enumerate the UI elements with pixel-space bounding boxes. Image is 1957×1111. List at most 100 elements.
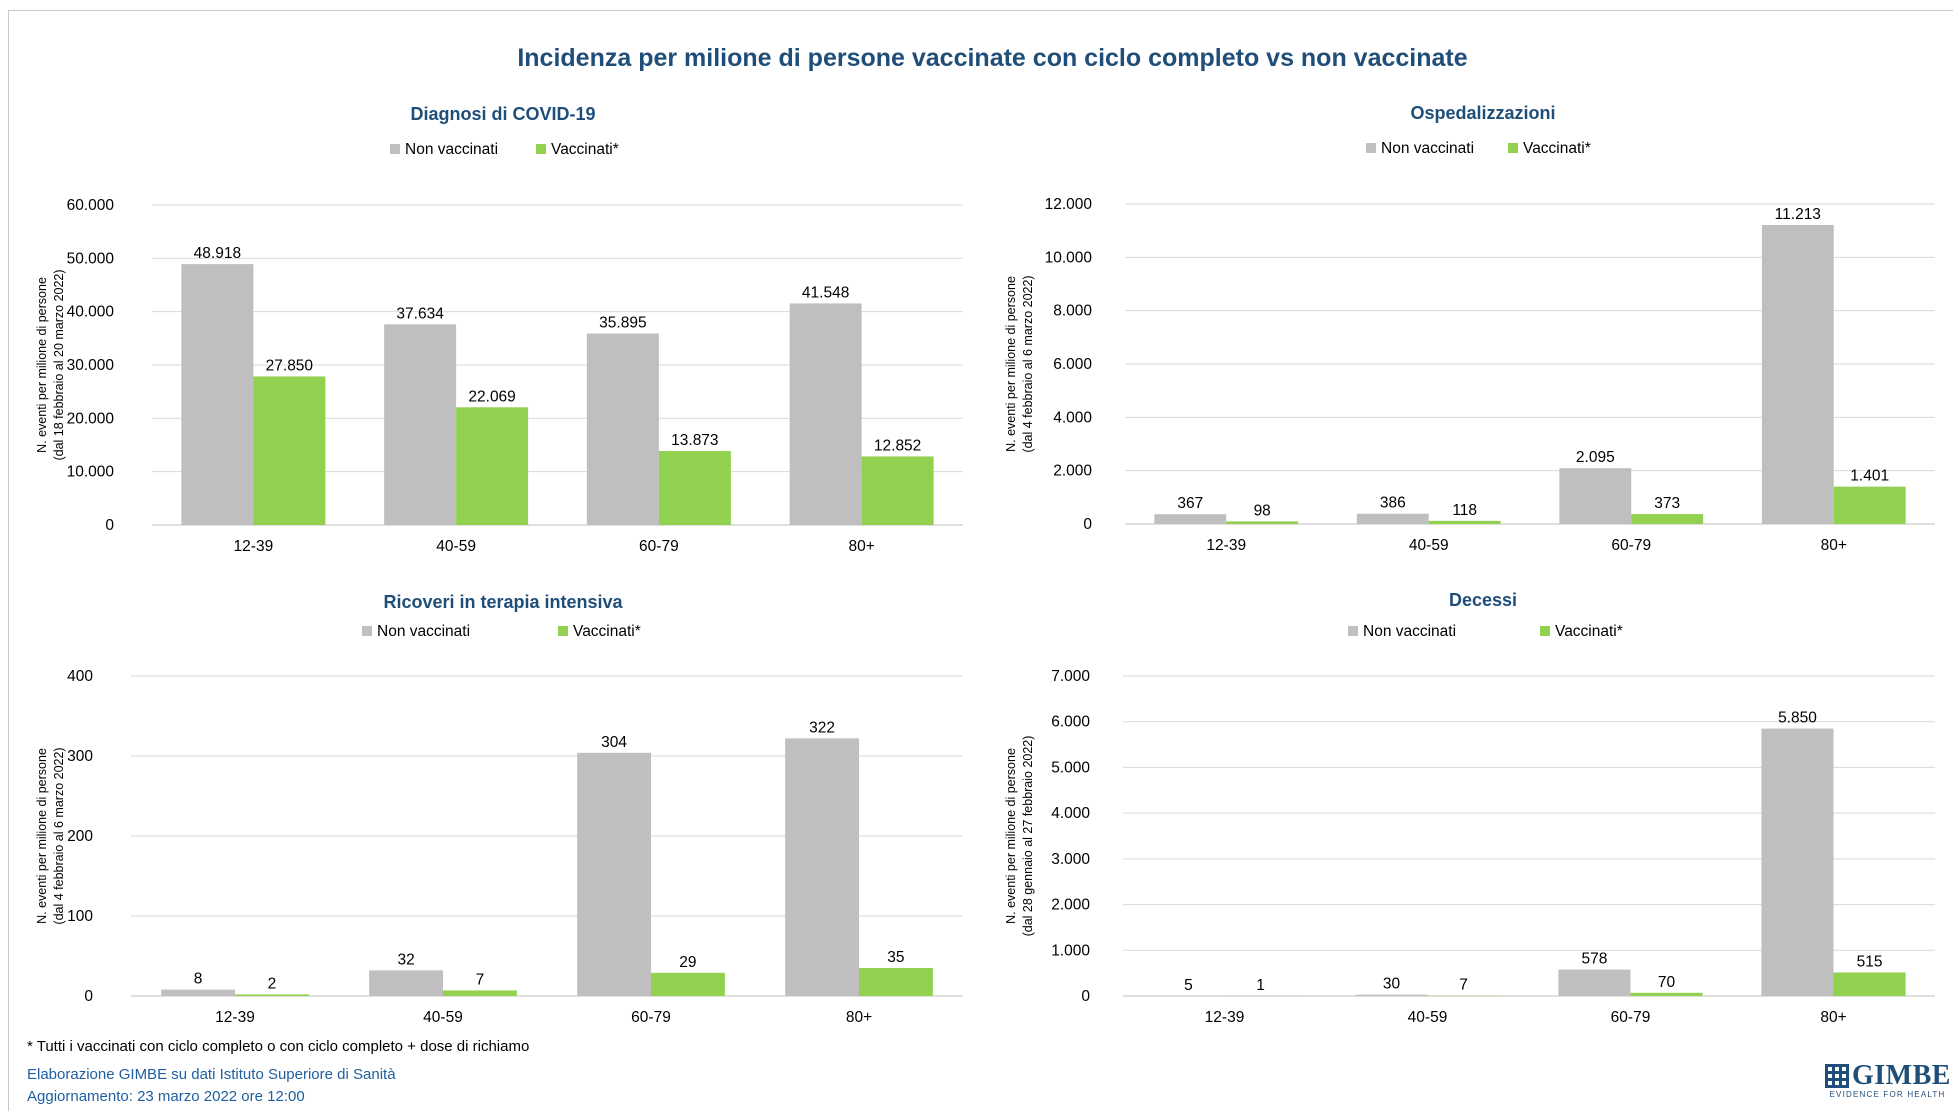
y-tick-label: 0 — [84, 988, 93, 1005]
data-label: 30 — [1383, 976, 1401, 993]
x-tick-label: 12-39 — [1206, 537, 1246, 554]
bar — [384, 324, 457, 525]
data-label: 367 — [1177, 495, 1203, 512]
y-tick-label: 0 — [1081, 988, 1090, 1005]
bar — [789, 303, 862, 525]
bar — [1559, 468, 1632, 524]
x-tick-label: 60-79 — [639, 538, 679, 555]
y-tick-label: 5.000 — [1051, 759, 1090, 776]
x-tick-label: 40-59 — [1409, 537, 1449, 554]
data-label: 48.918 — [194, 245, 241, 262]
data-label: 5 — [1184, 977, 1193, 994]
y-axis-label: N. eventi per milione di persone — [1004, 748, 1018, 924]
y-axis-label: (dal 28 gennaio al 27 febbraio 2022) — [1021, 736, 1035, 937]
bar — [253, 376, 326, 525]
bar — [369, 970, 443, 996]
data-label: 98 — [1254, 502, 1271, 519]
gimbe-logo: GIMBE EVIDENCE FOR HEALTH — [1825, 1060, 1950, 1102]
y-tick-label: 1.000 — [1051, 942, 1090, 959]
chart-frame — [8, 10, 1953, 1111]
y-axis-label: N. eventi per milione di persone — [1004, 276, 1018, 452]
legend-label: Vaccinati* — [1523, 140, 1591, 157]
chart-title: Diagnosi di COVID-19 — [410, 104, 595, 124]
legend-swatch — [1348, 626, 1358, 636]
data-label: 13.873 — [671, 432, 718, 449]
y-tick-label: 8.000 — [1053, 303, 1092, 320]
bar — [1558, 969, 1631, 996]
data-label: 7 — [476, 971, 485, 988]
legend-swatch — [536, 144, 546, 154]
legend-label: Non vaccinati — [377, 623, 470, 640]
y-tick-label: 10.000 — [1045, 249, 1093, 266]
data-label: 35 — [887, 949, 904, 966]
bar — [1355, 994, 1428, 996]
y-tick-label: 50.000 — [67, 250, 115, 267]
data-label: 1.401 — [1850, 468, 1889, 485]
y-tick-label: 6.000 — [1051, 714, 1090, 731]
y-tick-label: 40.000 — [67, 304, 115, 321]
update-timestamp: Aggiornamento: 23 marzo 2022 ore 12:00 — [27, 1088, 305, 1105]
y-tick-label: 0 — [105, 517, 114, 534]
y-tick-label: 2.000 — [1051, 897, 1090, 914]
data-label: 578 — [1582, 951, 1608, 968]
bar — [1761, 728, 1834, 996]
data-label: 22.069 — [468, 388, 515, 405]
bar — [1356, 513, 1429, 524]
y-tick-label: 300 — [67, 748, 93, 765]
legend-swatch — [1508, 143, 1518, 153]
y-tick-label: 20.000 — [67, 410, 115, 427]
y-tick-label: 60.000 — [67, 197, 115, 214]
legend-label: Non vaccinati — [1381, 140, 1474, 157]
source-credit: Elaborazione GIMBE su dati Istituto Supe… — [27, 1066, 396, 1083]
data-label: 386 — [1380, 495, 1406, 512]
x-tick-label: 12-39 — [215, 1009, 255, 1026]
data-label: 12.852 — [874, 437, 921, 454]
x-tick-label: 80+ — [1821, 537, 1847, 554]
data-label: 11.213 — [1775, 206, 1821, 223]
x-tick-label: 12-39 — [1205, 1009, 1245, 1026]
bar — [181, 264, 254, 525]
legend-label: Non vaccinati — [1363, 623, 1456, 640]
bar — [1428, 520, 1501, 524]
data-label: 7 — [1459, 977, 1468, 994]
x-tick-label: 40-59 — [423, 1009, 463, 1026]
logo-tagline: EVIDENCE FOR HEALTH — [1829, 1090, 1946, 1099]
gimbe-logo-icon — [1825, 1064, 1849, 1088]
y-tick-label: 30.000 — [67, 357, 115, 374]
x-tick-label: 60-79 — [631, 1009, 671, 1026]
bar — [586, 333, 659, 525]
chart-title: Decessi — [1449, 590, 1517, 610]
data-label: 322 — [809, 719, 835, 736]
bar — [1154, 514, 1227, 524]
data-label: 35.895 — [599, 315, 646, 332]
bar — [235, 994, 309, 996]
bar — [1833, 972, 1906, 996]
data-label: 2 — [268, 975, 277, 992]
legend-label: Vaccinati* — [1555, 623, 1623, 640]
data-label: 70 — [1658, 974, 1676, 991]
y-tick-label: 0 — [1083, 516, 1092, 533]
y-tick-label: 3.000 — [1051, 851, 1090, 868]
y-tick-label: 6.000 — [1053, 356, 1092, 373]
y-tick-label: 2.000 — [1053, 463, 1092, 480]
data-label: 29 — [679, 954, 696, 971]
logo-text: GIMBE — [1852, 1060, 1951, 1091]
x-tick-label: 60-79 — [1611, 1009, 1651, 1026]
y-tick-label: 4.000 — [1053, 409, 1092, 426]
chart-svg: Ospedalizzazioni Non vaccinati Vaccinati* 0… — [1004, 103, 1935, 554]
chart-title: Ricoveri in terapia intensiva — [383, 592, 623, 612]
bar — [1226, 521, 1299, 524]
data-label: 27.850 — [266, 357, 314, 374]
bar — [456, 407, 529, 525]
data-label: 304 — [601, 734, 627, 751]
data-label: 5.850 — [1778, 710, 1817, 727]
y-tick-label: 4.000 — [1051, 805, 1090, 822]
x-tick-label: 40-59 — [1408, 1009, 1448, 1026]
y-tick-label: 400 — [67, 668, 93, 685]
bar — [1630, 992, 1703, 996]
chart-panel-terapia-intensiva: Ricoveri in terapia intensiva Non vaccina… — [8, 580, 978, 1050]
x-tick-label: 40-59 — [436, 538, 476, 555]
data-label: 37.634 — [396, 305, 444, 322]
bar — [651, 972, 725, 996]
bar — [861, 456, 934, 525]
